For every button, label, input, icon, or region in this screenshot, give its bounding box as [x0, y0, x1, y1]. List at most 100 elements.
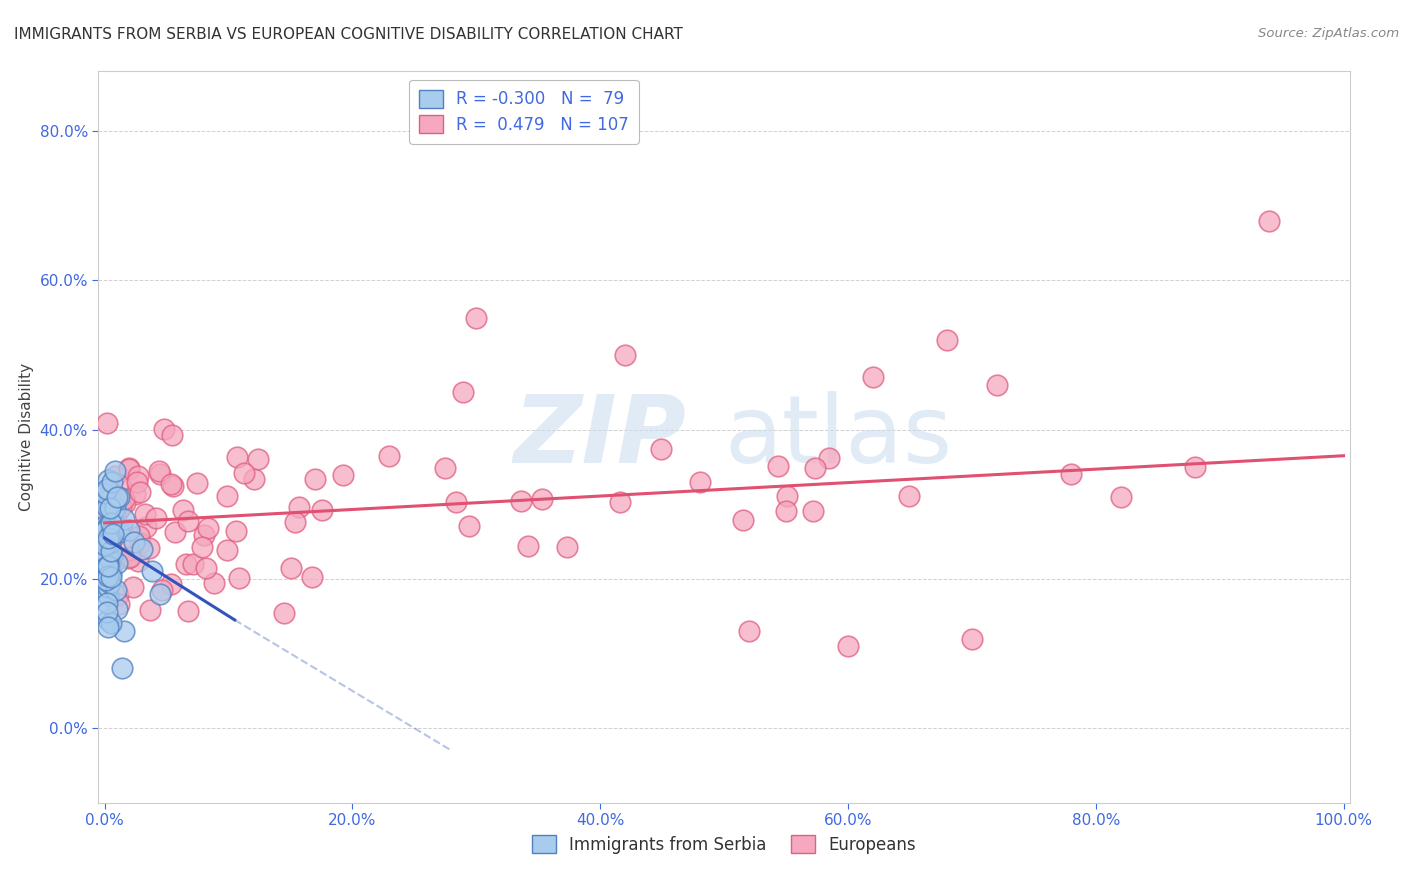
Point	[129, 485, 152, 500]
Point	[94, 573, 117, 587]
Point	[94, 573, 117, 587]
Point	[141, 565, 163, 579]
Point	[803, 461, 825, 475]
Point	[94, 494, 117, 508]
Point	[176, 604, 198, 618]
Point	[135, 520, 157, 534]
Point	[101, 502, 124, 516]
Point	[118, 524, 141, 538]
Point	[96, 553, 118, 567]
Point	[609, 495, 631, 509]
Point	[111, 661, 134, 675]
Point	[159, 476, 181, 491]
Text: Source: ZipAtlas.com: Source: ZipAtlas.com	[1258, 27, 1399, 40]
Point	[96, 549, 118, 563]
Text: IMMIGRANTS FROM SERBIA VS EUROPEAN COGNITIVE DISABILITY CORRELATION CHART: IMMIGRANTS FROM SERBIA VS EUROPEAN COGNI…	[14, 27, 683, 42]
Point	[98, 536, 121, 550]
Point	[150, 582, 173, 597]
Point	[304, 472, 326, 486]
Point	[96, 552, 118, 566]
Point	[650, 442, 672, 456]
Point	[128, 528, 150, 542]
Point	[153, 422, 176, 436]
Point	[127, 468, 149, 483]
Point	[96, 567, 118, 582]
Point	[103, 464, 125, 478]
Point	[145, 511, 167, 525]
Point	[217, 489, 239, 503]
Point	[776, 489, 799, 503]
Legend: Immigrants from Serbia, Europeans: Immigrants from Serbia, Europeans	[523, 825, 925, 864]
Point	[108, 524, 131, 539]
Point	[96, 524, 118, 538]
Point	[94, 503, 117, 517]
Point	[124, 534, 146, 549]
Point	[458, 519, 481, 533]
Point	[107, 588, 129, 602]
Point	[94, 519, 117, 533]
Point	[127, 475, 149, 489]
Point	[149, 587, 172, 601]
Point	[96, 596, 118, 610]
Point	[217, 543, 239, 558]
Point	[516, 539, 538, 553]
Point	[301, 570, 323, 584]
Point	[97, 531, 120, 545]
Point	[98, 548, 121, 562]
Point	[105, 602, 128, 616]
Point	[100, 544, 122, 558]
Point	[100, 526, 122, 541]
Point	[129, 535, 152, 549]
Point	[1109, 490, 1132, 504]
Point	[104, 468, 127, 483]
Point	[163, 524, 186, 539]
Point	[176, 514, 198, 528]
Point	[96, 501, 118, 516]
Point	[131, 542, 153, 557]
Point	[124, 487, 146, 501]
Point	[451, 384, 474, 399]
Point	[97, 613, 120, 627]
Point	[160, 427, 183, 442]
Point	[96, 502, 118, 516]
Point	[97, 556, 120, 570]
Point	[117, 551, 139, 566]
Point	[118, 550, 141, 565]
Point	[97, 552, 120, 566]
Point	[100, 566, 122, 580]
Point	[139, 603, 162, 617]
Point	[98, 526, 121, 541]
Point	[288, 500, 311, 514]
Point	[98, 558, 121, 572]
Point	[94, 531, 117, 545]
Point	[101, 506, 124, 520]
Point	[110, 500, 132, 515]
Point	[108, 597, 131, 611]
Point	[862, 370, 884, 384]
Point	[181, 557, 204, 571]
Point	[96, 500, 118, 514]
Point	[731, 512, 754, 526]
Point	[122, 580, 145, 594]
Point	[107, 477, 129, 491]
Point	[332, 467, 354, 482]
Point	[105, 506, 128, 520]
Point	[94, 538, 117, 552]
Point	[118, 543, 141, 558]
Point	[801, 504, 824, 518]
Point	[225, 450, 247, 464]
Point	[105, 556, 128, 570]
Point	[94, 540, 117, 554]
Point	[197, 521, 219, 535]
Point	[775, 504, 797, 518]
Point	[101, 475, 124, 489]
Point	[97, 569, 120, 583]
Point	[94, 555, 117, 569]
Point	[97, 580, 120, 594]
Point	[107, 519, 129, 533]
Point	[1258, 213, 1281, 227]
Point	[101, 486, 124, 500]
Point	[246, 452, 269, 467]
Point	[97, 533, 120, 547]
Point	[1184, 459, 1206, 474]
